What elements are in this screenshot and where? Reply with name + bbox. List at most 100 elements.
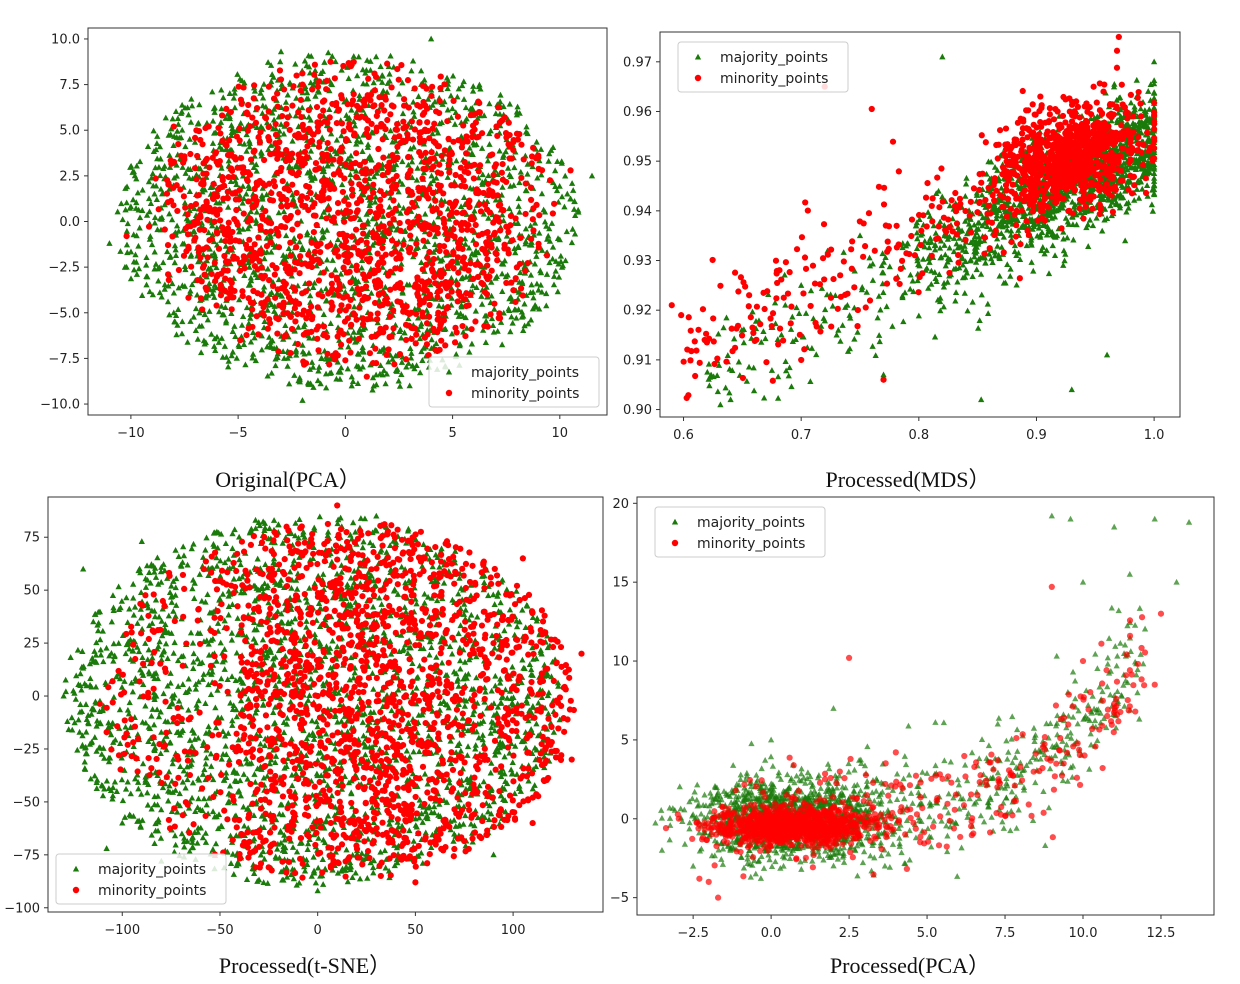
majority-point: [416, 335, 424, 342]
minority-point: [383, 351, 390, 358]
majority-point: [724, 352, 731, 358]
minority-point: [285, 263, 292, 270]
majority-point: [231, 104, 238, 111]
minority-point: [288, 325, 296, 333]
majority-point: [449, 105, 456, 112]
majority-point: [280, 208, 288, 215]
minority-point: [320, 107, 327, 114]
minority-point: [184, 211, 191, 218]
majority-point: [488, 315, 496, 322]
minority-point: [435, 282, 442, 289]
majority-point: [351, 303, 358, 310]
majority-point: [877, 306, 884, 313]
minority-point: [313, 326, 320, 333]
y-tick-label: 10.0: [51, 32, 80, 47]
majority-point: [369, 215, 377, 222]
minority-point: [313, 242, 320, 249]
minority-point: [366, 272, 373, 280]
majority-point: [265, 146, 272, 153]
majority-point: [307, 147, 315, 154]
minority-point: [362, 177, 369, 184]
minority-point: [240, 253, 247, 260]
minority-point: [434, 347, 441, 355]
majority-point: [810, 315, 817, 322]
majority-point: [904, 240, 912, 247]
minority-point: [371, 278, 378, 285]
majority-point: [210, 105, 218, 112]
minority-point: [230, 255, 237, 262]
majority-point: [392, 352, 399, 359]
majority-point: [499, 183, 506, 190]
majority-point: [389, 355, 396, 362]
majority-point: [155, 277, 162, 284]
majority-point: [400, 204, 407, 211]
minority-point: [283, 146, 290, 154]
majority-point: [1038, 247, 1045, 254]
minority-point: [336, 158, 343, 165]
majority-point: [211, 294, 218, 300]
minority-point: [152, 175, 159, 182]
majority-point: [123, 227, 131, 234]
majority-point: [813, 351, 820, 358]
minority-point: [270, 178, 277, 185]
majority-point: [225, 358, 232, 364]
majority-point: [250, 164, 257, 171]
majority-point: [973, 192, 980, 198]
majority-point: [139, 186, 146, 193]
minority-point: [379, 171, 386, 179]
majority-point: [405, 315, 412, 322]
majority-point: [413, 235, 421, 242]
minority-point: [293, 189, 300, 197]
majority-point: [818, 285, 826, 291]
majority-point: [344, 365, 351, 372]
x-tick-label: −5: [229, 426, 248, 441]
minority-point: [297, 253, 304, 260]
majority-point: [475, 249, 482, 256]
minority-point: [323, 86, 330, 93]
majority-point: [1098, 191, 1105, 198]
minority-point: [334, 200, 342, 207]
minority-point: [376, 259, 383, 266]
minority-point: [356, 106, 363, 113]
minority-point: [385, 346, 392, 353]
majority-point: [907, 271, 914, 278]
majority-point: [506, 205, 513, 212]
minority-point: [320, 269, 327, 276]
majority-point: [958, 243, 965, 250]
minority-point: [350, 91, 357, 98]
majority-point: [315, 367, 322, 374]
majority-point: [246, 140, 253, 146]
majority-point: [219, 311, 226, 318]
minority-point: [311, 71, 318, 78]
majority-point: [213, 224, 220, 231]
majority-point: [1131, 106, 1138, 113]
majority-point: [1132, 164, 1139, 171]
majority-point: [247, 338, 255, 345]
minority-point: [425, 222, 432, 229]
majority-point: [985, 158, 992, 165]
majority-point: [932, 229, 939, 236]
majority-point: [900, 318, 907, 325]
minority-point: [401, 102, 408, 109]
majority-point: [174, 322, 181, 328]
minority-point: [437, 84, 444, 92]
legend-box: [428, 356, 600, 408]
majority-point: [549, 255, 556, 262]
majority-point: [226, 90, 233, 96]
majority-point: [150, 127, 157, 134]
minority-point: [499, 176, 507, 183]
minority-point: [202, 284, 209, 291]
legend-minority-marker: [445, 389, 453, 397]
majority-point: [220, 94, 227, 101]
majority-point: [420, 344, 427, 351]
majority-point: [315, 88, 322, 95]
majority-point: [561, 203, 568, 210]
majority-point: [212, 347, 219, 354]
minority-point: [440, 215, 447, 223]
minority-point: [512, 215, 519, 222]
minority-point: [461, 168, 468, 175]
majority-point: [406, 382, 413, 389]
points-layer: [106, 35, 596, 403]
majority-point: [366, 249, 373, 256]
minority-point: [475, 133, 482, 140]
